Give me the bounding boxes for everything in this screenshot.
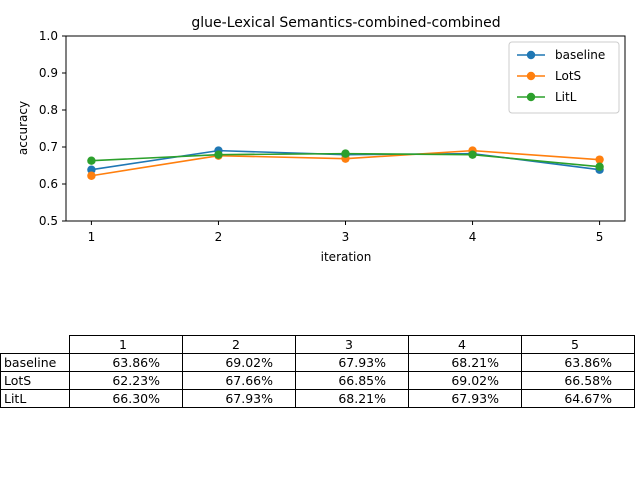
data-point-LitL [87,156,96,165]
chart-title: glue-Lexical Semantics-combined-combined [191,15,500,31]
y-tick-label: 0.6 [39,177,58,191]
table-col-header: 3 [295,335,409,354]
legend-label-baseline: baseline [555,48,605,62]
x-tick-label: 1 [88,230,96,244]
data-point-LitL [468,150,477,159]
table-cell: 67.93% [408,389,522,408]
legend-label-LitL: LitL [555,90,577,104]
data-point-LitL [341,149,350,158]
table-cell: 64.67% [521,389,635,408]
table-corner [0,335,70,354]
x-axis-label: iteration [321,250,372,264]
x-tick-label: 2 [215,230,223,244]
legend-box [508,41,620,114]
table-cell: 69.02% [408,371,522,390]
table-col-header: 1 [69,335,183,354]
table-cell: 67.93% [295,353,409,372]
table-cell: 66.85% [295,371,409,390]
y-tick-label: 0.8 [39,103,58,117]
legend: baseline LotS LitL [508,41,620,114]
y-tick-label: 0.7 [39,140,58,154]
table-col-header: 5 [521,335,635,354]
table-cell: 63.86% [69,353,183,372]
data-point-LitL [214,150,223,159]
legend-marker-LotS [526,71,536,81]
table-cell: 66.30% [69,389,183,408]
table-row: baseline 63.86% 69.02% 67.93% 68.21% 63.… [0,353,635,372]
x-tick-label: 3 [342,230,350,244]
table-row: LitL 66.30% 67.93% 68.21% 67.93% 64.67% [0,389,635,408]
data-point-LotS [595,155,604,164]
legend-marker-baseline [526,50,536,60]
x-tick-label: 5 [596,230,604,244]
table-row: LotS 62.23% 67.66% 66.85% 69.02% 66.58% [0,371,635,390]
table-cell: 69.02% [182,353,296,372]
table-cell: 63.86% [521,353,635,372]
table-cell: 62.23% [69,371,183,390]
table-row-label: LotS [0,371,70,390]
plot-frame [65,35,626,222]
table-col-header: 4 [408,335,522,354]
y-tick-label: 1.0 [39,29,58,43]
x-tick-label: 4 [469,230,477,244]
table-header-row: 1 2 3 4 5 [0,335,635,354]
data-table: 1 2 3 4 5 baseline 63.86% 69.02% 67.93% … [0,335,635,408]
table-row-label: baseline [0,353,70,372]
y-tick-label: 0.9 [39,66,58,80]
table-col-header: 2 [182,335,296,354]
table-cell: 68.21% [408,353,522,372]
y-tick-label: 0.5 [39,214,58,228]
table-cell: 66.58% [521,371,635,390]
data-point-LitL [595,162,604,171]
legend-label-LotS: LotS [555,69,581,83]
data-point-baseline [87,165,96,174]
table-cell: 68.21% [295,389,409,408]
table-cell: 67.66% [182,371,296,390]
legend-marker-LitL [526,92,536,102]
table-cell: 67.93% [182,389,296,408]
data-point-LotS [87,171,96,180]
y-axis-label: accuracy [16,101,30,155]
table-row-label: LitL [0,389,70,408]
